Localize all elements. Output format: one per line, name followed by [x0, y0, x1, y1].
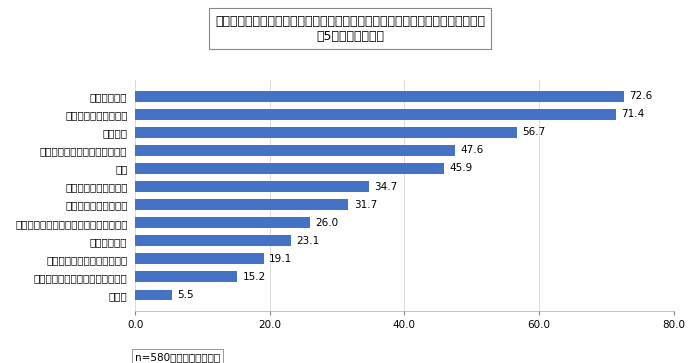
Text: 23.1: 23.1 — [296, 236, 319, 246]
Text: 45.9: 45.9 — [449, 163, 473, 174]
Bar — [135, 217, 310, 228]
Bar — [135, 127, 517, 138]
Text: 31.7: 31.7 — [354, 200, 377, 209]
Bar — [135, 145, 456, 156]
Bar — [135, 235, 290, 246]
Text: 72.6: 72.6 — [629, 91, 652, 101]
Text: 47.6: 47.6 — [461, 146, 484, 155]
Text: 34.7: 34.7 — [374, 182, 398, 192]
Text: 5.5: 5.5 — [178, 290, 194, 300]
Text: 19.1: 19.1 — [269, 254, 293, 264]
Text: 56.7: 56.7 — [522, 127, 545, 137]
Bar — [135, 91, 624, 102]
Text: 15.2: 15.2 — [243, 272, 266, 282]
Bar — [135, 253, 264, 264]
Text: 学校の勉強以外に、小学生の頃にやっておいた方がよいと思うことは何ですか。
（5つまで選択））: 学校の勉強以外に、小学生の頃にやっておいた方がよいと思うことは何ですか。 （5つ… — [215, 15, 485, 42]
Bar — [135, 272, 237, 282]
Text: 26.0: 26.0 — [316, 218, 339, 228]
Bar — [135, 199, 349, 210]
Bar — [135, 163, 444, 174]
Bar — [135, 290, 172, 300]
Bar — [135, 109, 615, 120]
Text: n=580（無回答と除く）: n=580（無回答と除く） — [135, 352, 220, 362]
Text: 71.4: 71.4 — [621, 109, 644, 119]
Bar — [135, 181, 369, 192]
